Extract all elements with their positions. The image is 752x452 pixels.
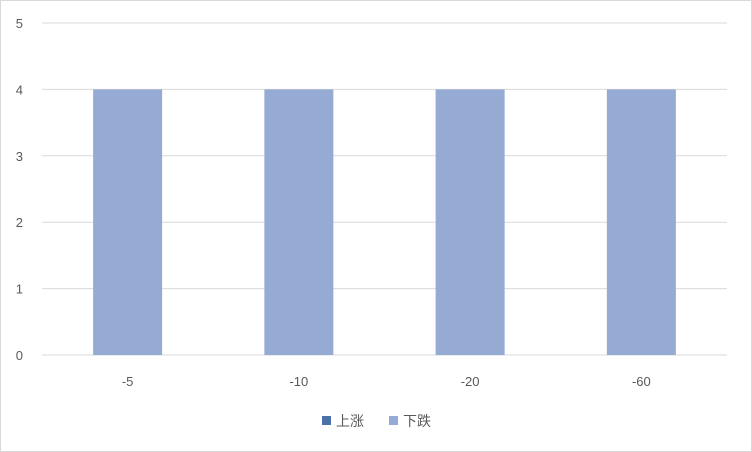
bar-down--5[interactable] xyxy=(93,89,163,356)
y-tick-label: 4 xyxy=(16,82,23,97)
y-tick-label: 1 xyxy=(16,282,23,297)
legend-label-down[interactable]: 下跌 xyxy=(403,414,431,430)
y-tick-label: 2 xyxy=(16,215,23,230)
legend[interactable]: 上涨 下跌 xyxy=(322,414,431,430)
y-tick-label: 0 xyxy=(16,348,23,363)
bar-down--60[interactable] xyxy=(606,89,676,356)
x-tick-label: -20 xyxy=(461,374,480,389)
legend-swatch-up xyxy=(322,416,331,425)
x-tick-label: -60 xyxy=(632,374,651,389)
y-axis-ticks: 0 1 2 3 4 5 xyxy=(16,16,23,363)
bars xyxy=(93,89,676,356)
bar-down--20[interactable] xyxy=(435,89,505,356)
bar-down--10[interactable] xyxy=(264,89,334,356)
y-tick-label: 5 xyxy=(16,16,23,31)
legend-label-up[interactable]: 上涨 xyxy=(336,414,364,430)
legend-swatch-down xyxy=(389,416,398,425)
y-tick-label: 3 xyxy=(16,149,23,164)
x-axis-ticks: -5 -10 -20 -60 xyxy=(122,374,651,389)
x-tick-label: -5 xyxy=(122,374,134,389)
x-tick-label: -10 xyxy=(289,374,308,389)
